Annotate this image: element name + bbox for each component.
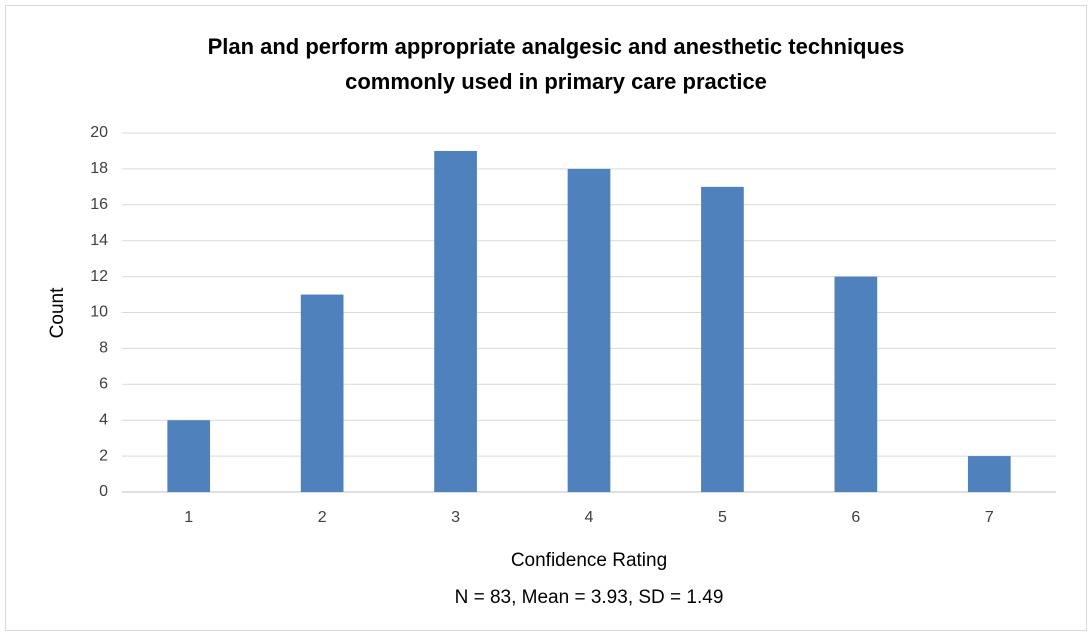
x-tick-label: 7: [985, 509, 994, 526]
x-axis-label: Confidence Rating: [511, 550, 667, 571]
y-tick-label: 2: [99, 447, 108, 464]
x-tick-label: 1: [184, 509, 193, 526]
chart-title: Plan and perform appropriate analgesic a…: [208, 34, 905, 59]
y-tick-label: 4: [99, 411, 108, 428]
y-tick-label: 12: [90, 268, 108, 285]
bar: [300, 294, 344, 492]
bar: [701, 186, 744, 492]
y-tick-label: 10: [90, 304, 108, 321]
y-tick-label: 18: [90, 160, 108, 177]
y-tick-label: 8: [99, 340, 108, 357]
y-tick-label: 20: [90, 124, 108, 141]
y-tick-label: 16: [90, 196, 108, 213]
y-axis-label: Count: [47, 287, 68, 338]
x-tick-label: 5: [718, 509, 727, 526]
y-tick-label: 0: [99, 483, 108, 500]
chart-frame: [5, 5, 1087, 631]
x-tick-label: 4: [585, 509, 594, 526]
bar: [834, 276, 878, 492]
bar: [967, 456, 1011, 492]
bar: [567, 168, 611, 492]
note: N = 83, Mean = 3.93, SD = 1.49: [455, 587, 724, 608]
chart-title: commonly used in primary care practice: [345, 69, 767, 94]
x-tick-label: 3: [451, 509, 460, 526]
y-tick-label: 14: [90, 232, 108, 249]
y-tick-label: 6: [99, 376, 108, 393]
bar: [434, 150, 477, 492]
x-tick-label: 6: [851, 509, 860, 526]
x-tick-label: 2: [318, 509, 327, 526]
bar: [167, 420, 211, 492]
